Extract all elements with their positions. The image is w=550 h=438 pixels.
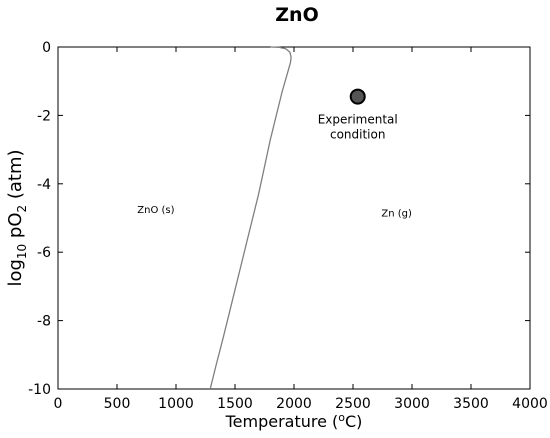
x-tick-label: 2000 bbox=[276, 396, 312, 412]
x-tick-label: 0 bbox=[54, 396, 63, 412]
y-axis-label-middle: pO bbox=[5, 212, 26, 243]
chart-title: ZnO bbox=[275, 4, 318, 26]
series-layer bbox=[209, 46, 292, 390]
y-tick-label: 0 bbox=[42, 40, 51, 56]
axis-ticks: 0 500 1000 1500 2000 2500 3000 3500 4000 0 -2 -4 -6 -… bbox=[28, 40, 548, 412]
experimental-point bbox=[349, 88, 366, 105]
y-tick-label: -2 bbox=[37, 108, 51, 124]
phase-boundary-line bbox=[209, 46, 292, 390]
x-tick-label: 1000 bbox=[158, 396, 194, 412]
x-tick-label: 3500 bbox=[453, 396, 489, 412]
region-label: Zn (g) bbox=[381, 208, 412, 219]
region-label: ZnO (s) bbox=[137, 205, 174, 216]
x-axis-label-suffix: C) bbox=[345, 412, 362, 431]
experimental-point-label: Experimental bbox=[318, 113, 398, 127]
y-tick-label: -4 bbox=[37, 177, 51, 193]
y-axis-label-sub1: 10 bbox=[15, 244, 29, 259]
x-tick-label: 500 bbox=[104, 396, 131, 412]
x-tick-label: 2500 bbox=[335, 396, 371, 412]
x-tick-label: 3000 bbox=[394, 396, 430, 412]
y-tick-label: -6 bbox=[37, 245, 51, 261]
x-tick-label: 4000 bbox=[512, 396, 548, 412]
y-tick-label: -10 bbox=[28, 382, 51, 398]
x-axis-label-sup: o bbox=[338, 411, 345, 424]
x-axis-label: Temperature (oC) bbox=[225, 411, 363, 431]
x-tick-label: 1500 bbox=[217, 396, 253, 412]
y-tick-label: -8 bbox=[37, 314, 51, 330]
y-axis-label-prefix: log bbox=[5, 259, 26, 286]
x-axis-label-prefix: Temperature ( bbox=[225, 412, 339, 431]
experimental-point-label: condition bbox=[330, 128, 385, 142]
y-axis-label-suffix: (atm) bbox=[5, 149, 26, 204]
y-axis-label: log10 pO2 (atm) bbox=[5, 149, 29, 286]
y-axis-label-sub2: 2 bbox=[15, 205, 29, 213]
plot-frame bbox=[57, 46, 531, 390]
